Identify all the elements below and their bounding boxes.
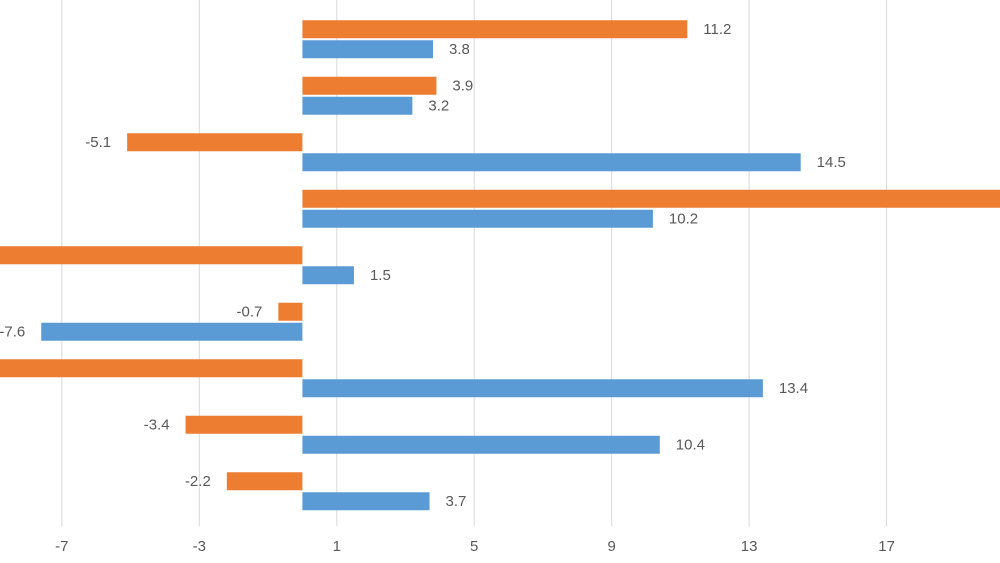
data-label: 10.2 bbox=[669, 211, 698, 228]
data-label: 3.7 bbox=[446, 493, 467, 510]
bar bbox=[185, 415, 303, 434]
bar bbox=[127, 133, 303, 152]
data-label: 3.8 bbox=[449, 41, 470, 58]
data-label: 14.5 bbox=[817, 154, 846, 171]
bar bbox=[302, 40, 433, 59]
data-label: -7.6 bbox=[0, 324, 25, 341]
data-label: 13.4 bbox=[779, 380, 808, 397]
x-tick-label: 9 bbox=[608, 538, 616, 555]
data-label: 10.4 bbox=[676, 437, 705, 454]
bar bbox=[302, 266, 354, 285]
bar bbox=[302, 189, 1000, 208]
data-label: 1.5 bbox=[370, 267, 391, 284]
data-label: -5.1 bbox=[85, 134, 111, 151]
x-tick-label: 13 bbox=[741, 538, 758, 555]
bar bbox=[302, 76, 437, 95]
bar bbox=[0, 359, 303, 378]
bar bbox=[278, 302, 303, 321]
data-label: -2.2 bbox=[185, 473, 211, 490]
data-label: -0.7 bbox=[236, 304, 262, 321]
data-label: 3.9 bbox=[452, 78, 473, 95]
bar bbox=[302, 153, 801, 172]
bar bbox=[302, 96, 413, 115]
x-tick-label: 5 bbox=[470, 538, 478, 555]
x-tick-label: -7 bbox=[55, 538, 68, 555]
bar bbox=[302, 379, 763, 398]
bar bbox=[302, 20, 688, 39]
bar bbox=[302, 492, 430, 511]
data-label: 11.2 bbox=[703, 21, 731, 38]
data-label: -3.4 bbox=[144, 417, 170, 434]
x-tick-label: 17 bbox=[878, 538, 895, 555]
bar bbox=[41, 322, 303, 341]
x-tick-label: -3 bbox=[193, 538, 206, 555]
bar bbox=[302, 435, 660, 454]
data-label: 3.2 bbox=[428, 98, 449, 115]
bar bbox=[0, 246, 303, 265]
x-tick-label: 1 bbox=[333, 538, 341, 555]
bar bbox=[302, 209, 653, 228]
bar bbox=[226, 472, 303, 491]
